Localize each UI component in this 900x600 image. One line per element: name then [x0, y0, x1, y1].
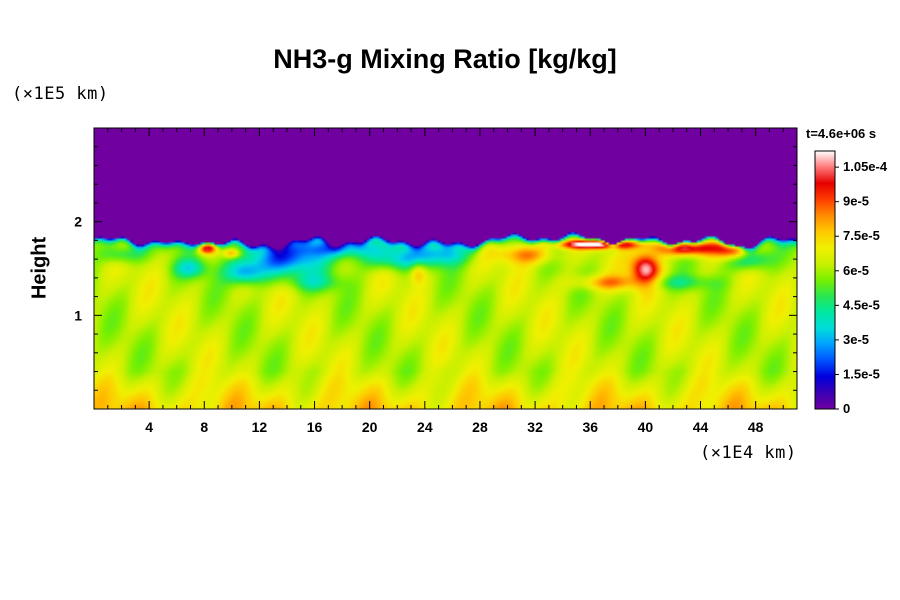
x-tick-label: 20	[362, 419, 378, 435]
x-unit-label: (×1E4 km)	[700, 443, 797, 463]
colorbar-tick-label: 0	[843, 401, 850, 416]
y-tick-label: 2	[74, 214, 82, 230]
plot-frame	[93, 127, 798, 410]
x-tick-label: 24	[417, 419, 433, 435]
colorbar-ticks: 0 1.5e-5 3e-5 4.5e-5 6e-5 7.5e-5 9e-5 1.05e-4	[835, 159, 888, 416]
x-tick-label: 28	[472, 419, 488, 435]
x-tick-label: 44	[693, 419, 709, 435]
x-tick-label: 32	[527, 419, 543, 435]
heatmap-field	[94, 128, 797, 409]
x-axis: 4 8 12 16 20 24 28 32 36 40 44 48	[107, 128, 784, 435]
x-tick-label: 8	[200, 419, 208, 435]
y-axis: 12	[74, 146, 797, 391]
heatmap-image	[94, 128, 797, 409]
colorbar-tick-label: 7.5e-5	[843, 228, 880, 243]
colorbar: 0 1.5e-5 3e-5 4.5e-5 6e-5 7.5e-5 9e-5 1.05e-4	[814, 150, 888, 416]
colorbar-tick-label: 9e-5	[843, 194, 869, 209]
colorbar-tick-label: 4.5e-5	[843, 297, 880, 312]
x-tick-label: 16	[307, 419, 323, 435]
y-unit-label: (×1E5 km)	[12, 84, 109, 104]
time-label: t=4.6e+06 s	[806, 126, 877, 141]
colorbar-tick-label: 1.5e-5	[843, 366, 880, 381]
colorbar-tick-label: 3e-5	[843, 332, 869, 347]
chart-title: NH3-g Mixing Ratio [kg/kg]	[273, 44, 617, 74]
x-tick-label: 12	[252, 419, 268, 435]
x-tick-label: 36	[582, 419, 598, 435]
x-tick-label: 40	[638, 419, 654, 435]
colorbar-gradient	[814, 150, 836, 410]
y-tick-label: 1	[74, 307, 82, 323]
colorbar-tick-label: 1.05e-4	[843, 159, 888, 174]
colorbar-tick-label: 6e-5	[843, 263, 869, 278]
x-tick-label: 48	[748, 419, 764, 435]
x-tick-label: 4	[145, 419, 153, 435]
